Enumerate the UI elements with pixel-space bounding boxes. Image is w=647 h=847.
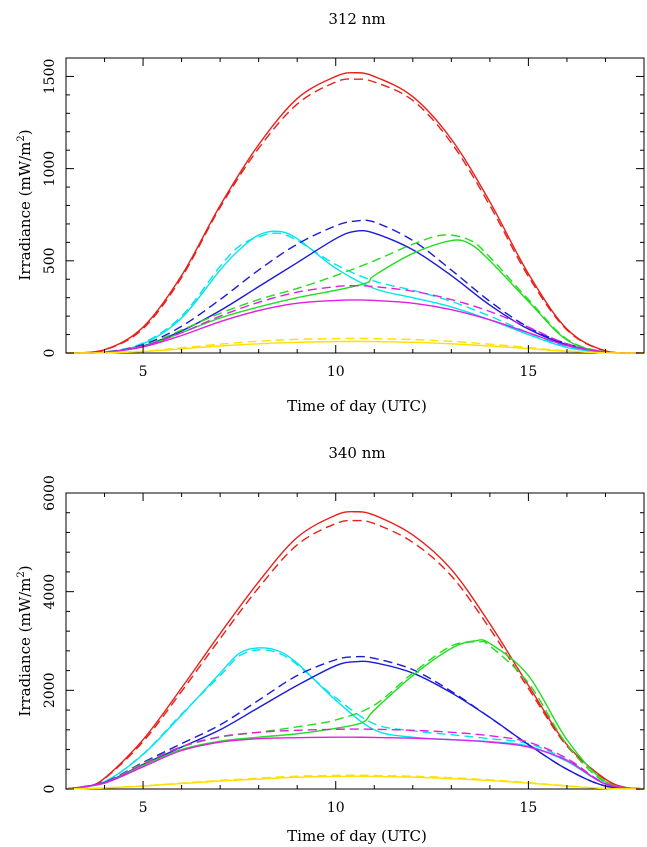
chart-title: 340 nm [328, 444, 385, 462]
series-line-cyan-solid [65, 647, 645, 790]
y-tick-label: 0 [42, 349, 58, 358]
series-line-green-dashed [65, 234, 645, 354]
tick-layer: 5 10 15 0 2000 4000 6000 [42, 475, 645, 816]
series-line-magenta-dashed [65, 728, 645, 790]
x-axis-label: Time of day (UTC) [287, 397, 427, 415]
series-line-red-dashed [65, 519, 645, 790]
x-tick-label: 15 [519, 800, 537, 816]
series-line-yellow-dashed [65, 337, 645, 354]
series-line-yellow-dashed [65, 774, 645, 790]
series-line-red-solid [65, 72, 645, 354]
y-axis-label-sup: 2 [16, 135, 27, 141]
y-tick-label: 2000 [42, 673, 58, 709]
series-line-green-solid [65, 239, 645, 354]
series-line-green-solid [65, 639, 645, 790]
series-line-magenta-dashed [65, 284, 645, 354]
series-line-blue-solid [65, 229, 645, 354]
y-axis-label-close: ) [16, 565, 34, 571]
chart-panel-312nm: 312 nm 5 10 15 0 500 1000 1500 Time of day (UT… [16, 10, 645, 415]
chart-panel-340nm: 340 nm 5 10 15 0 2000 4000 6000 Time of day (U… [16, 444, 645, 845]
series-line-magenta-solid [65, 736, 645, 790]
x-axis-label: Time of day (UTC) [287, 827, 427, 845]
y-axis-label-sup: 2 [16, 571, 27, 577]
series-line-red-dashed [65, 78, 645, 354]
series-line-blue-dashed [65, 219, 645, 354]
x-tick-label: 10 [327, 364, 345, 380]
y-axis-label-close: ) [16, 129, 34, 135]
series-line-green-dashed [65, 640, 645, 790]
x-tick-label: 10 [327, 800, 345, 816]
x-tick-label: 5 [139, 800, 148, 816]
y-tick-label: 0 [42, 785, 58, 794]
series-line-yellow-solid [65, 775, 645, 790]
y-axis-label: Irradiance (mW/m2) [16, 565, 34, 716]
y-axis-label-main: Irradiance (mW/m [16, 142, 34, 281]
plot-frame [65, 492, 645, 790]
y-tick-label: 6000 [42, 475, 58, 511]
x-tick-label: 5 [139, 364, 148, 380]
y-tick-label: 500 [42, 247, 58, 274]
chart-title: 312 nm [328, 10, 385, 28]
series-line-yellow-solid [65, 340, 645, 354]
y-axis-label: Irradiance (mW/m2) [16, 129, 34, 280]
series-line-magenta-solid [65, 299, 645, 354]
tick-layer: 5 10 15 0 500 1000 1500 [42, 57, 645, 380]
series-line-red-solid [65, 510, 645, 790]
series-layer [65, 72, 645, 354]
series-line-cyan-solid [65, 230, 645, 354]
x-tick-label: 15 [519, 364, 537, 380]
y-tick-label: 4000 [42, 574, 58, 610]
y-tick-label: 1500 [42, 59, 58, 95]
series-line-blue-dashed [65, 655, 645, 790]
y-tick-label: 1000 [42, 151, 58, 187]
plot-frame [65, 57, 645, 354]
series-layer [65, 510, 645, 790]
y-axis-label-main: Irradiance (mW/m [16, 578, 34, 717]
series-line-cyan-dashed [65, 649, 645, 790]
series-line-cyan-dashed [65, 232, 645, 354]
